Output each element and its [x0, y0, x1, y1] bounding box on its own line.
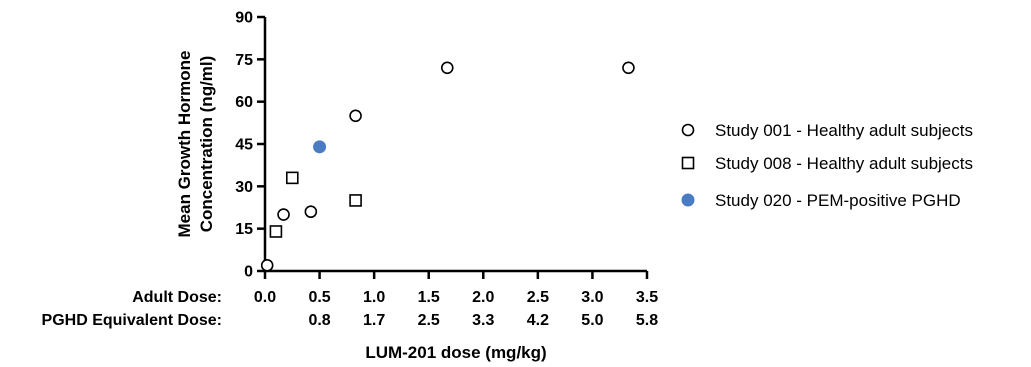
y-tick-label: 0 [244, 264, 253, 281]
data-point-series-1 [304, 205, 318, 219]
legend-item: Study 020 - PEM-positive PGHD [681, 191, 961, 210]
x-tick-label-pghd: 5.8 [636, 312, 658, 329]
y-tick-label: 60 [235, 94, 253, 111]
x-tick-label-pghd: 3.3 [472, 312, 494, 329]
legend-item: Study 008 - Healthy adult subjects [681, 154, 973, 173]
data-point-series-1 [622, 61, 635, 75]
legend-item: Study 001 - Healthy adult subjects [681, 121, 973, 140]
y-axis-label-line1: Mean Growth Hormone [175, 50, 194, 237]
x-axis-label: LUM-201 dose (mg/kg) [365, 343, 546, 362]
legend: Study 001 - Healthy adult subjects Study … [681, 121, 973, 210]
legend-marker [681, 123, 695, 137]
x-tick-label-adult: 1.5 [418, 289, 440, 306]
x-tick-label-adult: 3.5 [636, 289, 658, 306]
legend-marker [681, 193, 695, 207]
data-points [260, 61, 635, 272]
y-tick-label: 45 [235, 137, 253, 154]
x-tick-label-pghd: 5.0 [581, 312, 603, 329]
x-tick-label-pghd: 0.8 [308, 312, 330, 329]
data-point-series-2 [349, 194, 362, 207]
x-tick-label-adult: 2.0 [472, 289, 494, 306]
x-tick-label-adult: 2.5 [527, 289, 549, 306]
x-row2-label: PGHD Equivalent Dose: [42, 312, 222, 329]
x-tick-label-adult: 1.0 [363, 289, 385, 306]
x-tick-label-adult: 0.5 [308, 289, 330, 306]
y-tick-label: 30 [235, 179, 253, 196]
y-ticks: 0 15 30 45 60 75 90 [235, 10, 265, 281]
data-point-series-1 [277, 208, 290, 221]
x-ticks: 0.0 0.5 1.0 1.5 2.0 2.5 3.0 3.5 0.8 1.7 2.5 3.3 4.2 5… [254, 271, 658, 329]
legend-marker [681, 156, 695, 170]
y-axis-label-line2: Concentration (ng/ml) [197, 56, 216, 233]
data-point-series-1 [440, 61, 454, 75]
y-tick-label: 90 [235, 10, 253, 27]
data-point-series-2 [285, 171, 299, 185]
legend-label: Study 008 - Healthy adult subjects [715, 154, 973, 173]
data-point-series-1 [349, 109, 362, 123]
y-tick-label: 75 [235, 52, 253, 69]
y-axis-label: Mean Growth Hormone Concentration (ng/ml… [175, 50, 216, 237]
data-point-series-1 [260, 259, 274, 272]
x-tick-label-pghd: 1.7 [363, 312, 385, 329]
x-tick-label-pghd: 2.5 [418, 312, 440, 329]
legend-label: Study 001 - Healthy adult subjects [715, 121, 973, 140]
x-tick-label-adult: 3.0 [581, 289, 603, 306]
data-point-series-3 [313, 140, 327, 154]
x-tick-label-adult: 0.0 [254, 289, 276, 306]
y-tick-label: 15 [235, 221, 253, 238]
x-tick-label-pghd: 4.2 [527, 312, 549, 329]
legend-label: Study 020 - PEM-positive PGHD [715, 191, 961, 210]
x-row1-label: Adult Dose: [132, 289, 222, 306]
data-point-series-2 [269, 225, 283, 238]
